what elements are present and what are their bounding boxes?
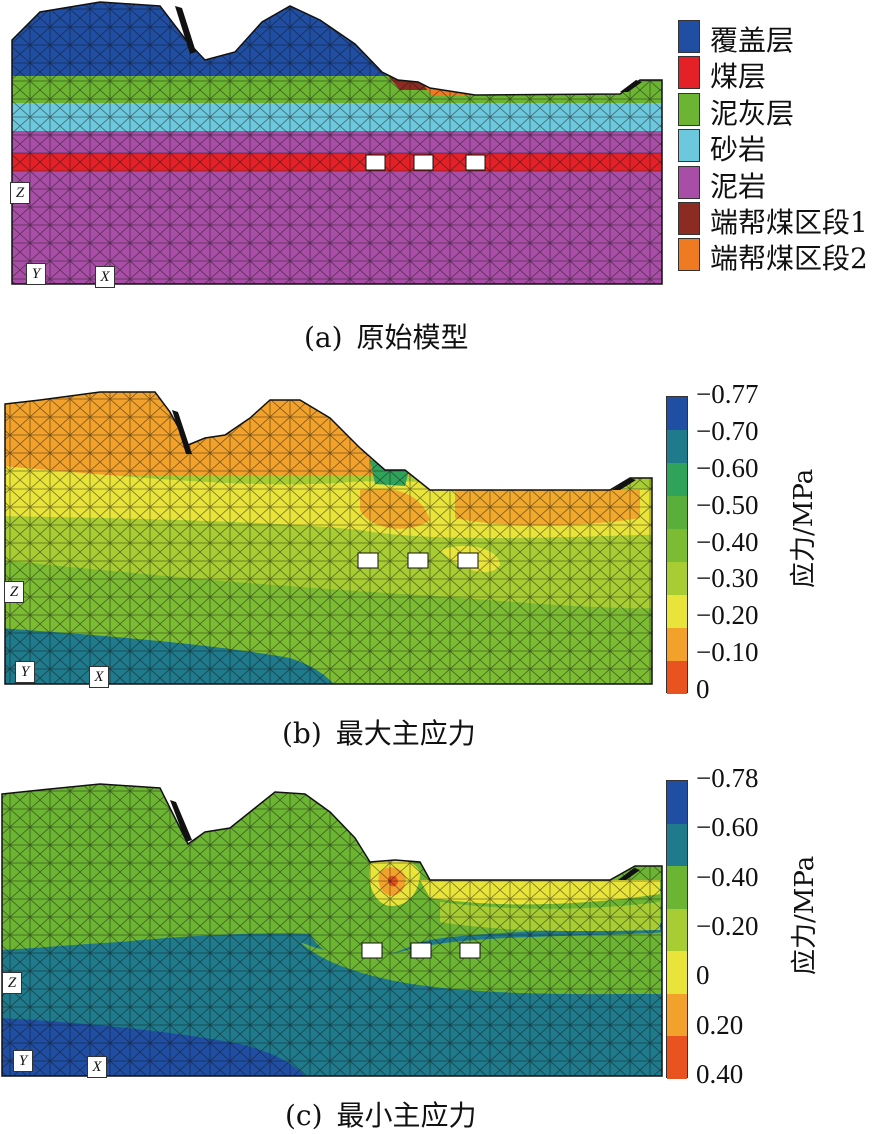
legend-swatch xyxy=(678,201,700,235)
legend-label: 泥岩 xyxy=(710,169,767,203)
legend-swatch xyxy=(678,92,700,126)
roadway-3 xyxy=(457,552,479,569)
colorbar-segment xyxy=(667,595,687,628)
axis-x-tag: X xyxy=(95,266,115,288)
colorbar-segment xyxy=(667,397,687,430)
legend-label: 砂岩 xyxy=(710,133,767,167)
colorbar-segment xyxy=(667,951,687,994)
roadway-3 xyxy=(465,154,486,171)
legend-label: 端帮煤区段2 xyxy=(710,242,868,276)
axis-z-tag: Z xyxy=(4,581,24,603)
roadway-1 xyxy=(357,552,379,569)
colorbar-tick-label: −0.77 xyxy=(696,379,759,409)
colorbar-segment xyxy=(667,1036,687,1079)
colorbar-tick-label: −0.30 xyxy=(696,563,759,594)
colorbar-c-title: 应力/MPa xyxy=(790,855,820,975)
colorbar-segment xyxy=(667,628,687,661)
roadway-2 xyxy=(413,154,434,171)
caption-a: (a) 原始模型 xyxy=(304,321,469,354)
legend-swatch xyxy=(678,129,700,163)
axis-y-tag: Y xyxy=(15,661,35,683)
legend-swatch xyxy=(678,165,700,199)
colorbar-tick-label: −0.60 xyxy=(696,812,759,843)
colorbar-segment xyxy=(667,529,687,562)
colorbar-segment xyxy=(667,866,687,909)
colorbar-c xyxy=(666,780,688,1079)
axis-y-tag: Y xyxy=(13,1050,33,1072)
colorbar-tick-label: −0.60 xyxy=(696,452,759,483)
caption-b: (b) 最大主应力 xyxy=(282,717,476,750)
colorbar-tick-label: −0.50 xyxy=(696,489,759,520)
roadway-1 xyxy=(361,942,383,959)
roadway-2 xyxy=(407,552,429,569)
colorbar-tick-label: 0.20 xyxy=(696,1009,744,1040)
roadway-2 xyxy=(410,942,432,959)
legend-swatch xyxy=(678,20,700,53)
colorbar-tick-label: −0.78 xyxy=(696,763,759,793)
colorbar-b-title: 应力/MPa xyxy=(789,468,819,588)
caption-c: (c) 最小主应力 xyxy=(285,1099,477,1132)
colorbar-segment xyxy=(667,496,687,529)
colorbar-segment xyxy=(667,463,687,496)
colorbar-tick-label: 0 xyxy=(696,674,710,704)
colorbar-tick-label: −0.10 xyxy=(696,637,759,668)
model-a-mesh xyxy=(11,1,663,285)
roadway-3 xyxy=(459,942,481,959)
min-principal-stress-mesh xyxy=(1,783,663,1077)
axis-x-tag: X xyxy=(87,1056,107,1078)
colorbar-b xyxy=(666,396,688,694)
colorbar-tick-label: −0.20 xyxy=(696,600,759,631)
legend-label: 端帮煤区段1 xyxy=(710,205,868,239)
colorbar-tick-label: 0 xyxy=(696,960,710,991)
colorbar-tick-label: −0.40 xyxy=(696,861,759,892)
axis-z-tag: Z xyxy=(2,972,22,994)
colorbar-segment xyxy=(667,781,687,824)
legend-swatch xyxy=(678,238,700,272)
colorbar-segment xyxy=(667,993,687,1037)
legend-label: 覆盖层 xyxy=(710,24,795,57)
legend-swatch xyxy=(678,56,700,90)
colorbar-segment xyxy=(667,430,687,463)
colorbar-segment xyxy=(667,908,687,952)
colorbar-segment xyxy=(667,823,687,867)
legend-label: 泥灰层 xyxy=(710,96,795,130)
axis-x-tag: X xyxy=(89,666,109,688)
colorbar-segment xyxy=(667,661,687,694)
axis-y-tag: Y xyxy=(26,263,46,285)
roadway-1 xyxy=(365,154,386,171)
colorbar-tick-label: −0.40 xyxy=(696,526,759,557)
legend-label: 煤层 xyxy=(710,60,767,94)
colorbar-segment xyxy=(667,562,687,595)
axis-z-tag: Z xyxy=(10,182,30,204)
max-principal-stress-mesh xyxy=(4,391,653,685)
colorbar-tick-label: −0.20 xyxy=(696,911,759,941)
colorbar-tick-label: 0.40 xyxy=(696,1059,744,1089)
colorbar-tick-label: −0.70 xyxy=(696,415,759,446)
